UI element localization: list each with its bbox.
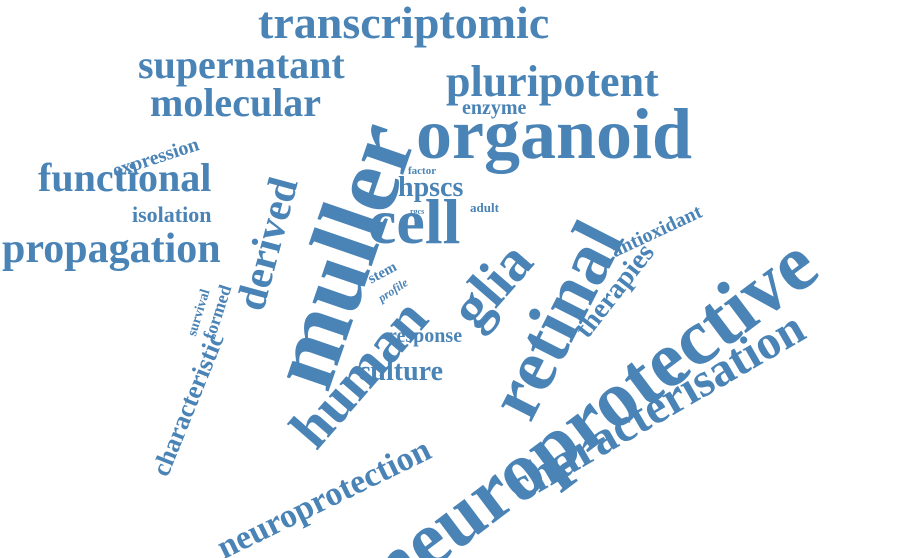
word-factor: factor [408,165,437,177]
word-molecular: molecular [150,80,322,125]
word-antioxidant: antioxidant [607,200,706,263]
word-cell: cell [368,186,461,257]
word-adult: adult [470,200,499,215]
word-pluripotent: pluripotent [446,57,659,106]
word-supernatant: supernatant [138,42,345,87]
word-organoid: organoid [416,94,693,174]
word-enzyme: enzyme [462,97,527,119]
word-functional: functional [38,155,212,200]
word-propagation: propagation [2,226,221,272]
word-hpscs: hpscs [398,172,464,203]
word-transcriptomic: transcriptomic [258,0,550,48]
word-culture: culture [358,356,444,387]
word-isolation: isolation [132,202,212,227]
word-characteristic: characteristic [146,328,230,481]
word-response: response [388,325,463,347]
word-rgcs: rgcs [410,207,425,216]
